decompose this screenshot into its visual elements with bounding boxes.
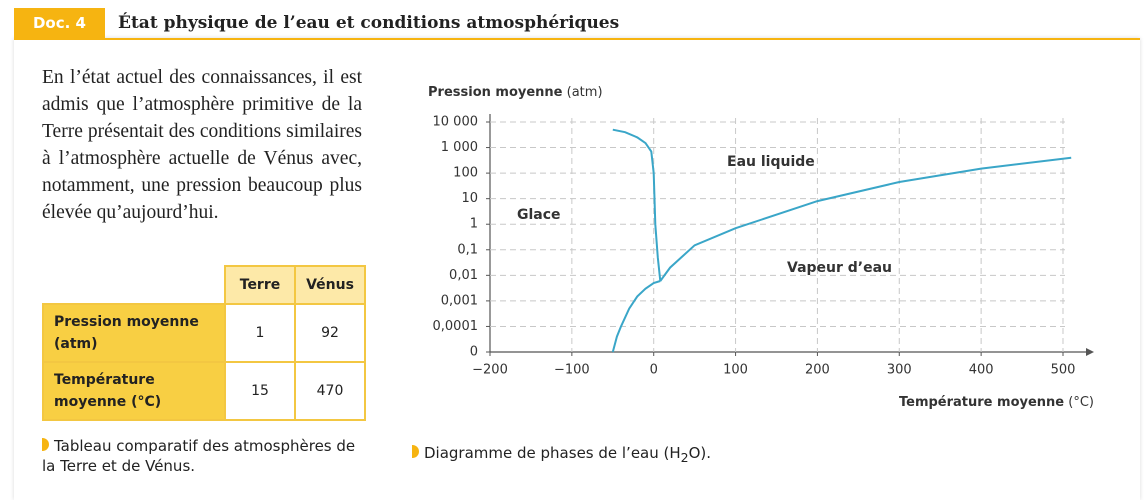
x-tick-label: 500 bbox=[1051, 363, 1076, 378]
y-tick-label: 0,01 bbox=[449, 268, 478, 283]
cell: 470 bbox=[294, 361, 366, 421]
x-tick-label: 100 bbox=[723, 363, 748, 378]
x-axis-title: Température moyenne bbox=[899, 395, 1064, 410]
y-axis-title: Pression moyenne bbox=[428, 85, 563, 100]
caption-text: Diagramme de phases de l’eau (H bbox=[424, 444, 681, 462]
y-tick-label: 10 000 bbox=[433, 115, 479, 130]
caption-subscript: 2 bbox=[680, 450, 689, 465]
x-axis-unit: (°C) bbox=[1068, 395, 1094, 410]
x-tick-label: 300 bbox=[887, 363, 912, 378]
y-tick-label: 0,1 bbox=[457, 242, 478, 257]
region-label: Glace bbox=[517, 207, 561, 223]
caption-text: Tableau comparatif des atmosphères de la… bbox=[42, 437, 356, 475]
x-tick-label: 200 bbox=[805, 363, 830, 378]
x-axis-label: Température moyenne (°C) bbox=[899, 395, 1094, 410]
y-tick-label: 1 000 bbox=[441, 140, 478, 155]
paragraph: En l’état actuel des connaissances, il e… bbox=[42, 67, 362, 223]
doc-title: État physique de l’eau et conditions atm… bbox=[118, 13, 620, 33]
row-label: Température moyenne (°C) bbox=[42, 361, 226, 421]
region-label: Vapeur d’eau bbox=[787, 260, 892, 276]
region-label: Eau liquide bbox=[727, 154, 815, 170]
cell: 92 bbox=[294, 303, 366, 363]
y-tick-label: 0 bbox=[470, 345, 478, 360]
x-tick-label: −100 bbox=[554, 363, 590, 378]
document-frame bbox=[14, 38, 1140, 500]
y-tick-label: 1 bbox=[470, 217, 478, 232]
y-tick-label: 0,001 bbox=[441, 293, 478, 308]
comparison-table: Terre Vénus Pression moyenne (atm) 1 92 Tem… bbox=[42, 265, 366, 421]
corner-cell bbox=[43, 266, 226, 305]
phase-curve bbox=[659, 156, 1072, 282]
table-caption: Tableau comparatif des atmosphères de la… bbox=[42, 436, 372, 476]
column-header: Vénus bbox=[294, 265, 366, 305]
y-tick-label: 0,0001 bbox=[433, 319, 479, 334]
x-tick-label: 400 bbox=[969, 363, 994, 378]
y-tick-label: 10 bbox=[461, 191, 478, 206]
x-tick-label: −200 bbox=[472, 363, 508, 378]
y-axis-unit: (atm) bbox=[567, 85, 603, 100]
row-label: Pression moyenne (atm) bbox=[42, 303, 226, 363]
doc-label: Doc. 4 bbox=[14, 8, 105, 38]
phase-curve bbox=[611, 280, 661, 353]
chart-caption: Diagramme de phases de l’eau (H2O). bbox=[412, 443, 711, 468]
x-tick-label: 0 bbox=[650, 363, 658, 378]
x-axis-arrow bbox=[1086, 348, 1094, 356]
cell: 15 bbox=[224, 361, 296, 421]
column-header: Terre bbox=[224, 265, 296, 305]
y-axis-label: Pression moyenne (atm) bbox=[428, 85, 603, 100]
cell: 1 bbox=[224, 303, 296, 363]
caption-text: O). bbox=[688, 444, 712, 462]
bullet bbox=[42, 438, 49, 451]
phase-curve bbox=[612, 128, 662, 282]
bullet bbox=[412, 445, 419, 458]
y-tick-label: 100 bbox=[453, 166, 478, 181]
